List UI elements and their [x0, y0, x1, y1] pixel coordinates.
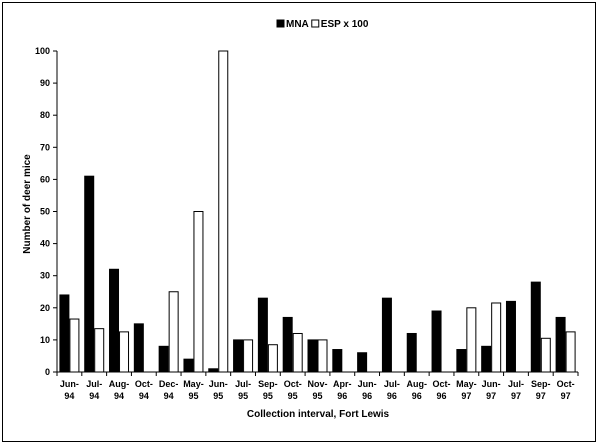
- x-tick-label: Jul-: [508, 379, 524, 389]
- y-tick-label: 10: [40, 335, 50, 345]
- bar-esp-x-100-1: [94, 328, 105, 373]
- bar-mna-13: [381, 297, 392, 373]
- x-axis: Jun- 94 Jul- 94 Aug- 94 Oct- 94 Dec- 94 May- 95 Jun-…: [56, 371, 579, 401]
- x-tick-label: 94: [64, 391, 74, 401]
- x-tick-label: Dec-: [159, 379, 179, 389]
- x-tick-label: 95: [188, 391, 198, 401]
- bar-mna-16: [456, 349, 467, 373]
- x-tick-label: 97: [536, 391, 546, 401]
- x-tick-label: Jul-: [235, 379, 251, 389]
- bar-mna-7: [233, 339, 244, 373]
- x-tick-label: 94: [114, 391, 124, 401]
- bar-esp-x-100-10: [317, 339, 328, 373]
- x-tick-label: 97: [511, 391, 521, 401]
- y-tick-label: 70: [40, 142, 50, 152]
- x-tick-label: 95: [263, 391, 273, 401]
- bars: [59, 50, 576, 373]
- bar-mna-15: [431, 310, 442, 373]
- bar-esp-x-100-4: [168, 291, 179, 373]
- x-tick-label: Aug-: [109, 379, 130, 389]
- legend-swatch: [311, 19, 320, 28]
- x-tick-label: Jun-: [482, 379, 501, 389]
- bar-mna-2: [109, 268, 120, 373]
- legend-label: MNA: [286, 19, 309, 30]
- x-tick-label: Sep-: [258, 379, 278, 389]
- bar-mna-9: [282, 316, 293, 373]
- bar-esp-x-100-7: [243, 339, 254, 373]
- bar-mna-6: [208, 368, 219, 373]
- x-tick-label: Oct-: [433, 379, 451, 389]
- x-tick-label: 96: [387, 391, 397, 401]
- x-tick-label: Jun-: [209, 379, 228, 389]
- bar-mna-19: [530, 281, 541, 373]
- x-tick-label: 97: [461, 391, 471, 401]
- x-tick-label: 97: [561, 391, 571, 401]
- y-tick-label: 100: [35, 46, 50, 56]
- bar-mna-4: [158, 345, 169, 373]
- x-tick-label: Jul-: [384, 379, 400, 389]
- bar-mna-8: [257, 297, 268, 373]
- bar-esp-x-100-8: [267, 344, 278, 373]
- x-tick-label: Oct-: [284, 379, 302, 389]
- bar-mna-5: [183, 358, 194, 373]
- x-tick-label: Jun-: [358, 379, 377, 389]
- x-tick-label: 95: [288, 391, 298, 401]
- x-tick-label: Sep-: [531, 379, 551, 389]
- bar-mna-10: [307, 339, 318, 373]
- legend-label: ESP x 100: [321, 19, 369, 30]
- bar-mna-20: [555, 316, 566, 373]
- x-tick-label: 96: [437, 391, 447, 401]
- x-tick-label: May-: [456, 379, 477, 389]
- bar-esp-x-100-17: [491, 302, 502, 373]
- x-tick-label: 96: [362, 391, 372, 401]
- bar-esp-x-100-0: [69, 318, 80, 373]
- bar-esp-x-100-16: [466, 307, 477, 373]
- legend: MNA ESP x 100: [276, 19, 369, 30]
- x-tick-label: May-: [183, 379, 204, 389]
- bar-mna-0: [59, 294, 70, 373]
- y-tick-label: 80: [40, 110, 50, 120]
- x-tick-label: 95: [238, 391, 248, 401]
- bar-mna-12: [357, 352, 368, 373]
- x-tick-label: 94: [89, 391, 99, 401]
- x-tick-label: 95: [213, 391, 223, 401]
- x-tick-label: 95: [312, 391, 322, 401]
- bar-mna-1: [84, 175, 95, 373]
- y-axis: 0 10 20 30 40 50 60 70 80 90 100: [35, 46, 58, 377]
- x-tick-label: 97: [486, 391, 496, 401]
- x-tick-label: 96: [412, 391, 422, 401]
- x-tick-label: Aug-: [406, 379, 427, 389]
- bar-esp-x-100-9: [292, 332, 303, 373]
- bar-mna-11: [332, 349, 343, 373]
- y-axis-title: Number of deer mice: [22, 154, 33, 254]
- bar-mna-18: [505, 300, 516, 373]
- y-tick-label: 30: [40, 271, 50, 281]
- x-tick-label: Jul-: [86, 379, 102, 389]
- x-tick-label: Apr-: [333, 379, 352, 389]
- bar-mna-3: [133, 323, 144, 373]
- x-tick-label: Jun-: [60, 379, 79, 389]
- x-tick-label: Nov-: [308, 379, 328, 389]
- y-tick-label: 0: [45, 367, 50, 377]
- x-tick-label: 96: [337, 391, 347, 401]
- legend-swatch: [276, 19, 285, 28]
- y-tick-label: 50: [40, 207, 50, 217]
- bar-mna-14: [406, 332, 417, 373]
- bar-esp-x-100-19: [540, 337, 551, 373]
- bar-esp-x-100-5: [193, 211, 204, 373]
- bar-esp-x-100-6: [218, 50, 229, 373]
- bar-esp-x-100-20: [565, 331, 576, 373]
- x-axis-title: Collection interval, Fort Lewis: [247, 409, 390, 420]
- x-tick-label: Oct-: [135, 379, 153, 389]
- x-tick-label: Oct-: [557, 379, 575, 389]
- x-tick-label: 94: [139, 391, 149, 401]
- y-tick-label: 90: [40, 78, 50, 88]
- bar-mna-17: [481, 345, 492, 373]
- bar-esp-x-100-2: [119, 331, 130, 373]
- y-tick-label: 60: [40, 174, 50, 184]
- y-tick-label: 40: [40, 239, 50, 249]
- x-tick-label: 94: [164, 391, 174, 401]
- y-tick-label: 20: [40, 303, 50, 313]
